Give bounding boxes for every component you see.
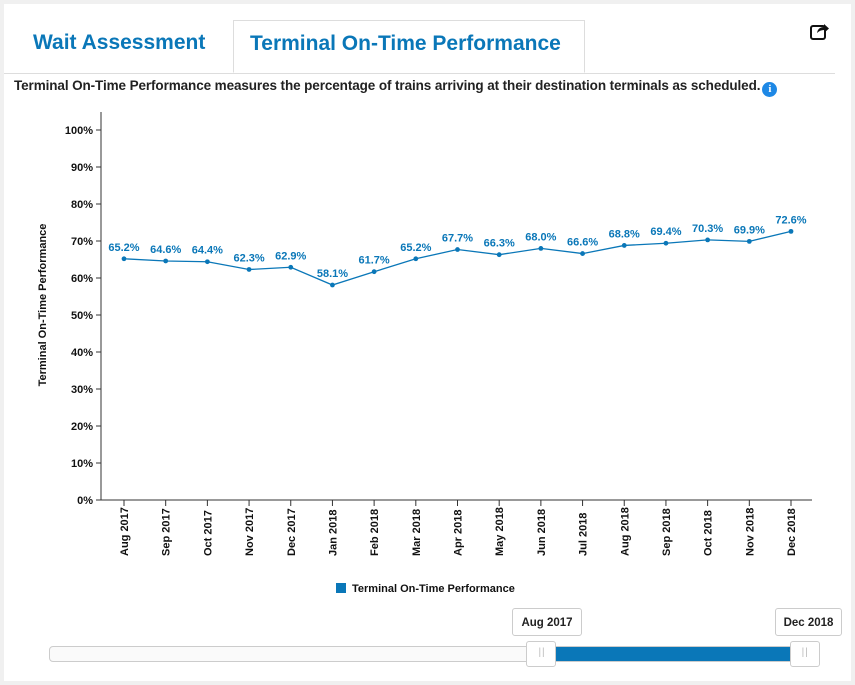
x-tick-label: Dec 2017 (286, 508, 298, 556)
description-text: Terminal On-Time Performance measures th… (14, 78, 761, 93)
data-label: 62.3% (233, 252, 264, 264)
x-tick-label: Nov 2018 (744, 508, 756, 556)
data-label: 72.6% (775, 214, 806, 226)
y-tick-label: 10% (71, 458, 93, 470)
data-label: 67.7% (442, 233, 473, 245)
data-point (746, 238, 752, 244)
range-end-label: Dec 2018 (774, 608, 843, 636)
x-tick-label: Feb 2018 (369, 509, 381, 556)
data-point (413, 256, 419, 262)
data-point (621, 243, 627, 248)
data-point (788, 228, 794, 234)
x-tick-label: Sep 2018 (661, 508, 673, 556)
data-label: 66.3% (484, 238, 515, 250)
y-tick-label: 20% (71, 421, 93, 433)
y-tick-label: 100% (65, 125, 93, 137)
chart-description: Terminal On-Time Performance measures th… (14, 78, 778, 97)
y-tick-label: 50% (71, 310, 93, 322)
y-tick-label: 40% (71, 347, 93, 359)
info-icon[interactable]: i (762, 82, 778, 97)
tab-terminal-on-time-performance[interactable]: Terminal On-Time Performance (233, 20, 585, 73)
range-slider-track[interactable] (49, 646, 820, 662)
data-point (705, 237, 711, 243)
range-start-label: Aug 2017 (512, 608, 582, 636)
y-tick-label: 0% (77, 495, 93, 507)
tab-label: Terminal On-Time Performance (250, 32, 561, 55)
data-point (163, 258, 169, 264)
x-tick-label: Mar 2018 (411, 509, 423, 556)
data-point (288, 264, 294, 270)
data-label: 70.3% (692, 223, 723, 235)
data-label: 61.7% (359, 255, 390, 267)
data-label: 65.2% (108, 242, 139, 254)
x-tick-label: Sep 2017 (161, 508, 173, 556)
y-tick-label: 60% (71, 273, 93, 285)
data-point (496, 252, 502, 258)
data-label: 66.6% (567, 237, 598, 249)
line-chart: 0% 10% 20% 30% 40% 50% 60% 70% 80% 90% 100% Termina… (37, 112, 812, 595)
chart-panel (4, 4, 851, 681)
x-tick-label: Jul 2018 (578, 513, 590, 556)
data-point (330, 282, 335, 288)
x-tick-label: May 2018 (494, 507, 506, 556)
x-tick-label: Apr 2018 (453, 510, 465, 556)
y-tick-label: 30% (71, 384, 93, 396)
x-tick-label: Jan 2018 (327, 510, 339, 556)
tab-wait-assessment[interactable]: Wait Assessment (33, 31, 206, 54)
data-label: 64.4% (192, 245, 223, 257)
y-axis-label: Terminal On-Time Performance (37, 224, 49, 387)
tab-divider (4, 73, 835, 74)
legend-label: Terminal On-Time Performance (352, 583, 515, 595)
x-tick-label: Dec 2018 (786, 508, 798, 556)
range-slider-end-handle[interactable] (789, 641, 820, 667)
y-tick-label: 80% (71, 199, 93, 211)
data-label: 68.0% (525, 231, 556, 243)
data-label: 68.8% (609, 228, 640, 240)
y-tick-label: 70% (71, 236, 93, 248)
x-tick-label: Nov 2017 (244, 508, 256, 556)
x-tick-label: Oct 2018 (703, 510, 715, 556)
range-slider-selection (543, 647, 806, 661)
data-label: 58.1% (317, 268, 348, 280)
legend-swatch (336, 583, 346, 593)
data-point (121, 256, 127, 262)
data-point (246, 267, 252, 272)
data-label: 69.9% (734, 224, 765, 236)
x-tick-label: Oct 2017 (202, 510, 214, 556)
data-point (204, 259, 210, 265)
data-point (371, 269, 377, 275)
data-label: 69.4% (650, 226, 681, 238)
data-label: 64.6% (150, 244, 181, 256)
data-point (663, 240, 669, 246)
x-tick-label: Jun 2018 (536, 509, 548, 556)
data-point (538, 246, 544, 251)
x-tick-label: Aug 2018 (619, 507, 631, 556)
x-tick-label: Aug 2017 (119, 507, 131, 556)
data-label: 62.9% (275, 250, 306, 262)
y-tick-label: 90% (71, 162, 93, 174)
range-slider-start-handle[interactable] (526, 641, 557, 667)
data-label: 65.2% (400, 242, 431, 254)
data-point (455, 247, 460, 252)
data-point (580, 251, 585, 256)
share-icon[interactable] (810, 22, 830, 40)
